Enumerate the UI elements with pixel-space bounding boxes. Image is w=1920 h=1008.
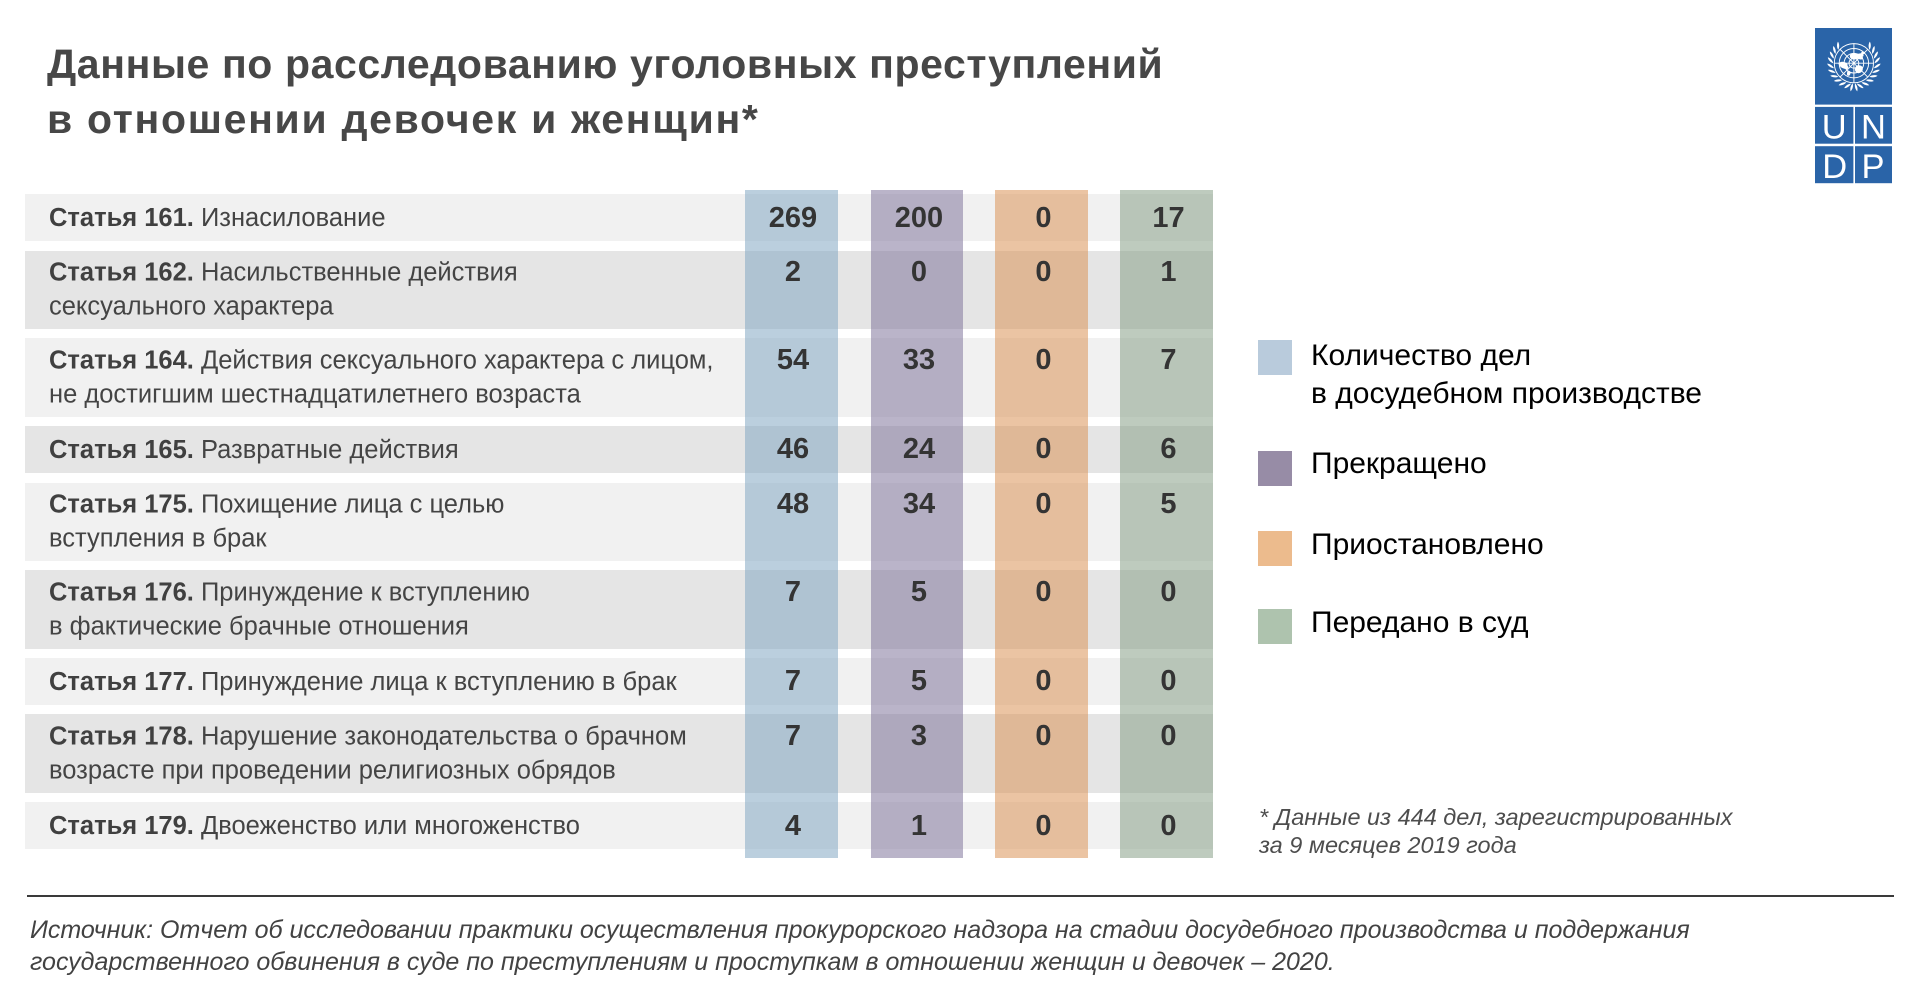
svg-text:P: P: [1861, 148, 1884, 184]
svg-text:U: U: [1822, 108, 1847, 146]
svg-text:D: D: [1822, 148, 1847, 184]
svg-text:N: N: [1861, 108, 1886, 146]
